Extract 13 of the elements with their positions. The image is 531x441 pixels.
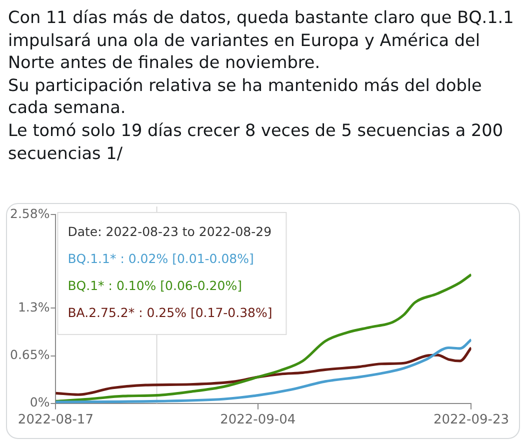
y-tick-label: 0% (30, 394, 50, 410)
x-tick-label: 2022-08-17 (18, 412, 94, 428)
y-tick-label: 0.65% (10, 347, 50, 362)
y-tick-label: 2.58% (10, 206, 50, 221)
x-tick-label: 2022-09-23 (433, 412, 510, 428)
annotation: BA.2.75.2* : 0.25% [0.17-0.38%] (68, 304, 272, 320)
annotation: BQ.1.1* : 0.02% [0.01-0.08%] (68, 250, 254, 266)
annotation: Date: 2022-08-23 to 2022-08-29 (68, 224, 272, 239)
x-tick-label: 2022-09-04 (220, 412, 296, 428)
line-series (56, 346, 472, 396)
chart-title: Con 11 días más de datos, queda bastante claro que BQ.1.1 impulsará una ola de variantes en Europa y América del Norte antes de finales de noviembre. Su participación relativa se ha mantenido más del doble cada semana. Le tomó solo 19 días crecer 8 veces de 5 secuencias a 200 secuencias 1/ (8, 6, 515, 164)
annotation: BQ.1* : 0.10% [0.06-0.20%] (68, 278, 242, 293)
y-tick-label: 1.3% (18, 299, 50, 314)
